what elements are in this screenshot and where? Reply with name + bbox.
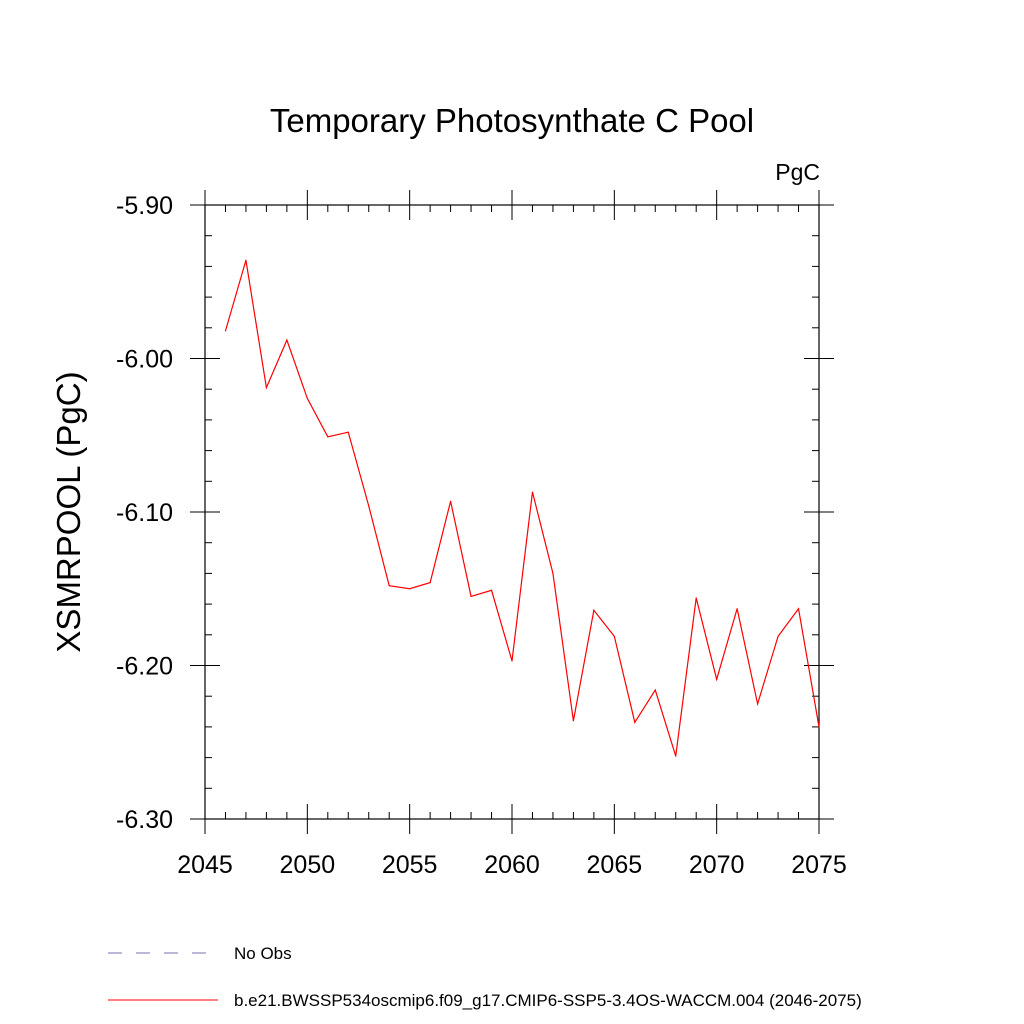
data-point <box>286 339 288 341</box>
data-point <box>818 726 820 728</box>
data-point <box>675 755 677 757</box>
data-point <box>429 582 431 584</box>
plot-frame <box>204 204 820 820</box>
data-point <box>552 572 554 575</box>
y-tick-label: -6.00 <box>116 346 173 374</box>
data-point <box>797 608 800 610</box>
chart-title: Temporary Photosynthate C Pool <box>270 102 754 139</box>
x-tick-label: 2060 <box>484 851 540 879</box>
y-tick-label: -5.90 <box>116 192 173 220</box>
x-tick-label: 2065 <box>587 851 643 879</box>
data-point <box>634 721 636 723</box>
data-point <box>654 689 656 691</box>
x-axis: 2045 2050 2055 2060 2065 2070 2075 <box>177 190 847 879</box>
data-point <box>388 585 390 587</box>
data-point <box>245 259 247 261</box>
data-point <box>613 635 615 637</box>
data-point <box>224 330 227 332</box>
data-point <box>716 678 718 680</box>
x-tick-label: 2070 <box>689 851 745 879</box>
units-label: PgC <box>775 159 820 185</box>
data-point <box>450 500 452 502</box>
data-point <box>593 609 595 611</box>
data-point <box>347 431 349 433</box>
x-tick-label: 2075 <box>791 851 847 879</box>
data-point <box>470 595 472 598</box>
series-layer <box>224 259 820 757</box>
x-tick-label: 2055 <box>382 851 438 879</box>
data-point <box>757 703 759 705</box>
y-axis: -5.90 -6.00 -6.10 -6.20 -6.30 <box>116 192 834 834</box>
data-point <box>572 720 575 722</box>
data-point <box>265 387 267 389</box>
data-point <box>409 588 411 590</box>
data-point <box>368 505 370 507</box>
data-point <box>511 660 513 662</box>
y-tick-label: -6.20 <box>116 653 173 681</box>
data-point <box>777 635 779 637</box>
series-line <box>224 260 820 757</box>
y-tick-label: -6.30 <box>116 806 173 834</box>
y-axis-label: XSMRPOOL (PgC) <box>50 371 87 652</box>
data-point <box>531 491 534 493</box>
data-point <box>306 397 308 400</box>
legend: No Obs b.e21.BWSSP534oscmip6.f09_g17.CMI… <box>108 944 862 1010</box>
legend-label-model-run: b.e21.BWSSP534oscmip6.f09_g17.CMIP6-SSP5… <box>234 991 862 1010</box>
y-tick-label: -6.10 <box>116 499 173 527</box>
x-tick-label: 2045 <box>177 851 233 879</box>
x-tick-label: 2050 <box>280 851 336 879</box>
data-point <box>490 589 493 591</box>
data-point <box>327 436 329 438</box>
data-point <box>695 597 697 599</box>
legend-label-no-obs: No Obs <box>234 944 292 963</box>
data-point <box>736 608 738 610</box>
